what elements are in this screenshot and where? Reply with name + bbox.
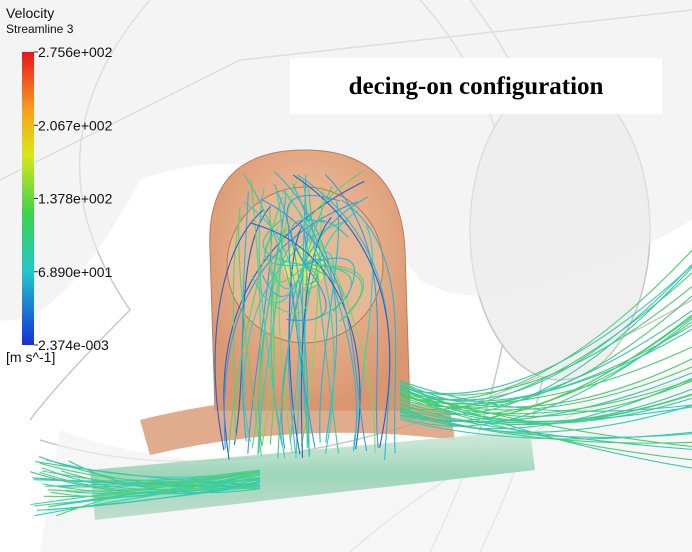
colorbar-label: 2.756e+002 (38, 44, 113, 60)
colorbar-label: 6.890e+001 (38, 264, 113, 280)
legend-subtitle: Streamline 3 (6, 22, 74, 36)
colorbar-label: 2.067e+002 (38, 117, 113, 133)
render: Velocity Streamline 3 2.756e+002 2.067e+0… (0, 0, 692, 552)
colorbar-label: 1.378e+002 (38, 191, 113, 207)
annotation: decing-on configuration (349, 73, 604, 100)
legend-unit: [m s^-1] (6, 349, 55, 365)
colorbar (22, 52, 34, 345)
legend-title: Velocity (6, 5, 54, 21)
